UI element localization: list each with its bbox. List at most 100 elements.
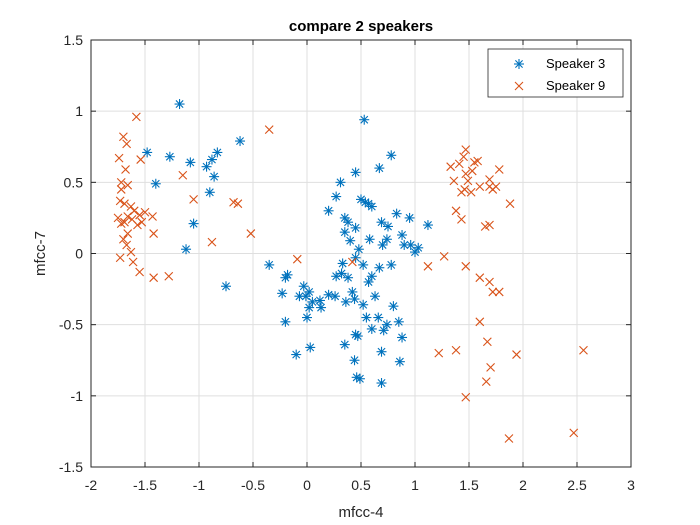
speaker-9-point [434, 348, 444, 358]
y-tick-label: 0 [75, 246, 83, 262]
speaker-3-point [330, 291, 341, 302]
speaker-3-point [404, 212, 415, 223]
speaker-3-point [188, 218, 199, 229]
x-tick-label: 0 [303, 477, 311, 493]
speaker-3-point [336, 268, 347, 279]
speaker-9-point [114, 153, 124, 163]
legend-marker-speaker-3 [514, 59, 524, 69]
speaker-3-point [331, 191, 342, 202]
speaker-3-point [212, 147, 223, 158]
speaker-9-point [466, 187, 476, 197]
speaker-3-point [394, 356, 405, 367]
speaker-9-point [475, 182, 485, 191]
speaker-3-point [422, 220, 433, 231]
ticks: -2 -1.5 -1 -0.5 0 0.5 1 1.5 2 2.5 3-1.5-1-0.500.51… [59, 32, 635, 493]
speaker-3-point [377, 239, 388, 250]
speaker-3-point [378, 325, 389, 336]
speaker-3-point [354, 373, 365, 384]
speaker-9-point [512, 350, 521, 359]
speaker-3-point [366, 271, 377, 282]
speaker-9-point [461, 392, 471, 402]
speaker-3-point [374, 163, 385, 174]
speaker-9-point [123, 180, 133, 190]
speaker-9-point [122, 139, 132, 149]
speaker-9-point [164, 271, 174, 281]
speaker-3-point [352, 331, 363, 342]
speaker-3-point [340, 296, 351, 307]
x-tick-label: -2 [85, 477, 98, 493]
y-tick-label: -0.5 [59, 317, 83, 333]
speaker-9-point [123, 229, 133, 238]
speaker-3-point [350, 222, 361, 233]
speaker-3-point [209, 171, 220, 182]
speaker-3-point [339, 227, 350, 238]
y-tick-label: -1.5 [59, 459, 83, 475]
speaker-3-point [204, 187, 215, 198]
speaker-3-point [280, 316, 291, 327]
speaker-9-point [207, 237, 217, 247]
speaker-9-point [189, 195, 198, 204]
speaker-3-point [185, 157, 196, 168]
speaker-3-point [264, 259, 275, 270]
speaker-3-point [363, 276, 374, 287]
speaker-3-point [370, 291, 381, 302]
speaker-3-point [314, 295, 325, 306]
legend-label-speaker-3: Speaker 3 [546, 56, 605, 71]
speaker-9-point [454, 159, 464, 169]
speaker-3-point [383, 221, 393, 232]
legend-label-speaker-9: Speaker 9 [546, 78, 605, 93]
speaker-9-point [467, 166, 477, 176]
legend[interactable]: Speaker 3 Speaker 9 [487, 48, 624, 98]
speaker-9-point [115, 253, 125, 263]
speaker-3-point [305, 342, 316, 353]
speaker-3-point [343, 272, 354, 283]
speaker-9-point [126, 247, 136, 257]
speaker-3-point [206, 154, 217, 165]
speaker-3-point [302, 312, 312, 323]
speaker-3-point [405, 239, 416, 250]
speaker-9-point [446, 162, 456, 172]
speaker-3-point [350, 252, 361, 263]
speaker-9-point [115, 196, 125, 206]
speaker-3-point [376, 346, 387, 357]
speaker-9-point [494, 165, 504, 174]
y-tick-label: 1 [75, 103, 83, 119]
x-tick-label: -0.5 [241, 477, 265, 493]
speaker-3-point [376, 378, 387, 389]
x-tick-label: 0.5 [351, 477, 371, 493]
speaker-3-point [366, 323, 377, 334]
speaker-3-point [304, 302, 315, 313]
speaker-9-point [457, 214, 466, 224]
speaker-9-point [481, 377, 491, 386]
speaker-9-point [246, 229, 256, 238]
speaker-3-point [339, 339, 350, 350]
speaker-3-point [174, 99, 185, 110]
y-tick-label: 0.5 [64, 174, 84, 190]
speaker-3-point [393, 316, 404, 327]
speaker-3-point [221, 281, 231, 292]
speaker-3-point [347, 286, 358, 297]
speaker-9-point [451, 206, 461, 216]
speaker-9-point [461, 261, 471, 271]
speaker-9-point [347, 257, 357, 267]
speaker-9-point [485, 175, 494, 184]
speaker-3-point [280, 272, 291, 283]
speaker-9-point [135, 267, 144, 277]
speaker-9-point [488, 287, 498, 297]
speaker-9-point [127, 214, 137, 224]
speaker-9-point [457, 187, 466, 197]
speaker-3-point [359, 114, 370, 125]
speaker-3-point [304, 286, 315, 297]
legend-box [487, 48, 624, 98]
speaker-9-point [451, 345, 461, 355]
speaker-3-point [397, 229, 408, 240]
speaker-3-point [349, 355, 360, 366]
speaker-9-point [423, 261, 433, 271]
speaker-9-point [119, 234, 128, 244]
x-tick-label: -1 [193, 477, 206, 493]
speaker-9-point [439, 251, 449, 261]
speaker-9-point [475, 273, 485, 283]
speaker-3-point [381, 319, 392, 330]
speaker-3-point [323, 289, 334, 300]
speaker-9-point [120, 199, 129, 209]
